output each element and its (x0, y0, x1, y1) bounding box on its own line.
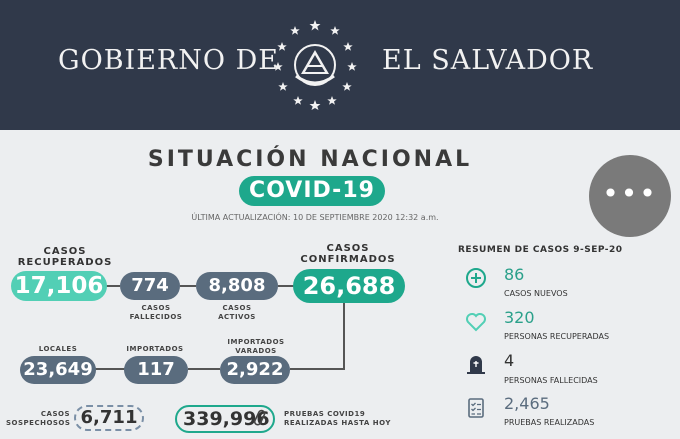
importados-label: IMPORTADOS (126, 345, 184, 353)
heart-icon (466, 313, 486, 332)
covid-badge: COVID-19 (239, 176, 385, 206)
summary-recuperadas-label: PERSONAS RECUPERADAS (504, 332, 610, 341)
fallecidos-label: CASOS FALLECIDOS (129, 304, 183, 321)
recuperados-label: CASOS RECUPERADOS (17, 246, 113, 268)
varados-label: IMPORTADOS VARADOS (227, 338, 285, 355)
coat-of-arms-icon (273, 20, 357, 110)
recuperados-value: 17,106 (11, 271, 107, 301)
connector-line (278, 285, 294, 287)
summary-recuperadas-value: 320 (504, 308, 535, 327)
checklist-icon (468, 398, 484, 418)
tombstone-icon (467, 356, 485, 374)
locales-label: LOCALES (38, 345, 78, 353)
connector-line (100, 285, 120, 287)
header-banner: GOBIERNO DE EL SALVADOR (0, 0, 680, 130)
activos-label: CASOS ACTIVOS (218, 304, 256, 321)
summary-pruebas-label: PRUEBAS REALIZADAS (504, 418, 595, 427)
fallecidos-value: 774 (120, 272, 180, 300)
header-left-text: GOBIERNO DE (58, 45, 279, 76)
pruebas-label: PRUEBAS COVID19 REALIZADAS HASTA HOY (284, 410, 391, 427)
last-updated-text: ÚLTIMA ACTUALIZACIÓN: 10 DE SEPTIEMBRE 2… (191, 213, 439, 222)
sospechosos-label: CASOS SOSPECHOSOS (6, 410, 71, 427)
test-tube-icon (253, 409, 266, 426)
connector-line (343, 302, 345, 369)
connector-line (290, 368, 345, 370)
confirmados-label: CASOS CONFIRMADOS (300, 243, 396, 265)
importados-value: 117 (124, 356, 188, 384)
activos-value: 8,808 (196, 272, 278, 300)
summary-pruebas-value: 2,465 (504, 394, 550, 413)
locales-value: 23,649 (20, 356, 96, 384)
sospechosos-value: 6,711 (74, 405, 144, 431)
plus-circle-icon (466, 268, 486, 288)
summary-nuevos-value: 86 (504, 265, 525, 284)
confirmados-value: 26,688 (293, 269, 405, 303)
more-options-button[interactable]: ••• (589, 155, 671, 237)
summary-fallecidas-value: 4 (504, 351, 515, 370)
connector-line (180, 285, 196, 287)
connector-line (95, 368, 125, 370)
pruebas-number: 339,996 (183, 408, 270, 430)
summary-nuevos-label: CASOS NUEVOS (504, 289, 568, 298)
summary-fallecidas-label: PERSONAS FALLECIDAS (504, 376, 598, 385)
varados-value: 2,922 (220, 356, 290, 384)
page-title: SITUACIÓN NACIONAL (147, 147, 473, 172)
connector-line (188, 368, 220, 370)
header-right-text: EL SALVADOR (382, 45, 594, 76)
pruebas-value: 339,996 (175, 405, 275, 433)
summary-title: RESUMEN DE CASOS 9-SEP-20 (458, 245, 623, 255)
